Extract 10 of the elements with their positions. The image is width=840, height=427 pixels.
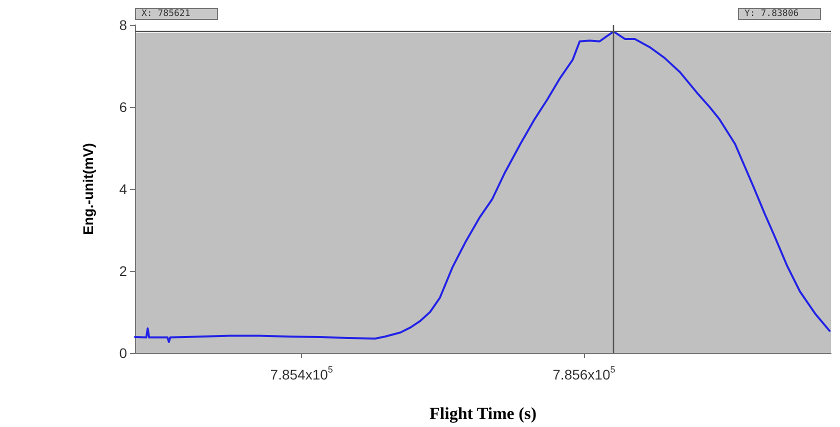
- text: X: 785621: [142, 9, 190, 19]
- y-tick-label: 2: [119, 263, 128, 279]
- x-axis-title: Flight Time (s): [429, 404, 537, 423]
- y-axis-title: Eng.-unit(mV): [80, 143, 96, 235]
- line-series: [134, 30, 831, 343]
- y-tick-label: 4: [119, 181, 128, 197]
- y-tick-label: 0: [119, 345, 128, 361]
- y-tick-label: 6: [119, 99, 128, 115]
- y-tick-label: 8: [119, 17, 128, 33]
- text: Y: 7.83806: [744, 9, 799, 19]
